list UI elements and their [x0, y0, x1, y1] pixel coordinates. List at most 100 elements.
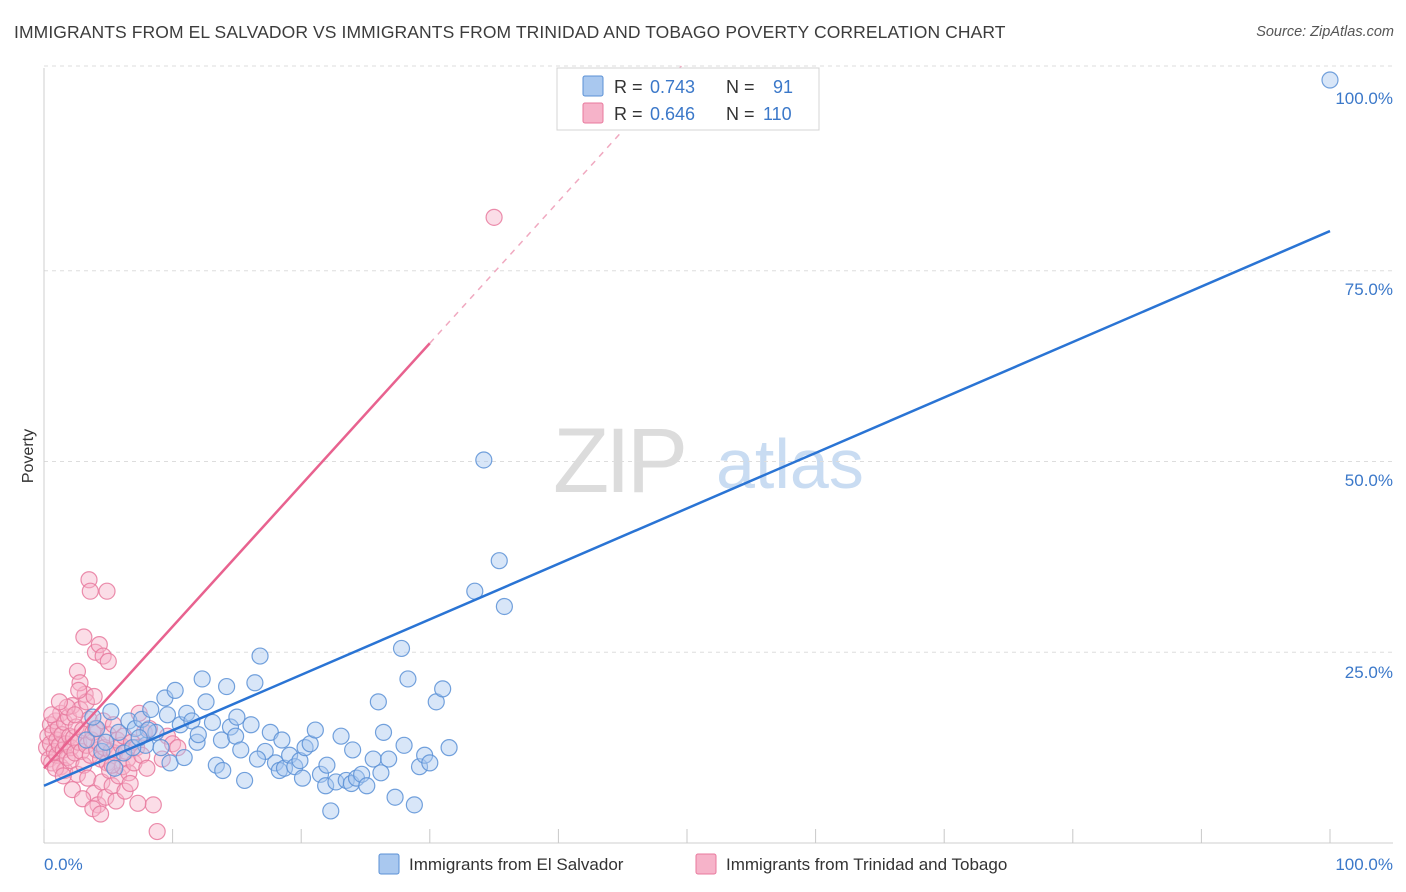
trend-line-el-salvador [43, 229, 1331, 787]
el-salvador-point-20 [193, 670, 211, 688]
el-salvador-point-78 [189, 726, 207, 744]
legend-r-value-2: 0.646 [650, 104, 695, 124]
legend-bottom-swatch-blue [378, 853, 400, 875]
trinidad-point-100 [73, 790, 92, 808]
legend-bottom: Immigrants from El Salvador Immigrants f… [378, 853, 1007, 875]
trinidad-point-109 [85, 687, 103, 706]
trinidad-point-94 [485, 208, 503, 226]
el-salvador-point-12 [152, 739, 170, 757]
legend-n-label-2: N = [726, 104, 755, 124]
trinidad-point-84 [75, 628, 93, 646]
el-salvador-point-88 [84, 708, 102, 726]
legend-n-value-2: 110 [763, 104, 792, 124]
el-salvador-point-25 [218, 677, 236, 696]
el-salvador-point-69 [475, 451, 493, 469]
trinidad-point-38 [79, 769, 97, 787]
el-salvador-point-83 [293, 769, 312, 787]
legend-top: R = 0.743 N = 91 R = 0.646 N = 110 [556, 67, 820, 131]
el-salvador-point-43 [306, 721, 324, 739]
trinidad-point-91 [98, 582, 116, 600]
el-salvador-point-32 [251, 647, 269, 665]
el-salvador-point-45 [317, 777, 335, 795]
trend-lines [43, 65, 1331, 787]
x-tick-label-1: 100.0% [1335, 855, 1393, 874]
trinidad-point-104 [121, 774, 139, 793]
el-salvador-point-60 [399, 670, 417, 688]
el-salvador-point-2 [93, 742, 111, 761]
y-tick-label-3: 100.0% [1335, 89, 1393, 108]
trend-line-trinidad [43, 342, 431, 770]
el-salvador-point-71 [495, 597, 513, 616]
legend-bottom-swatch-pink [695, 853, 717, 875]
el-salvador-point-56 [374, 723, 393, 741]
legend-r-label-1: R = [614, 77, 643, 97]
trinidad-point-105 [129, 794, 147, 812]
trinidad-point-78 [144, 796, 162, 814]
el-salvador-point-48 [332, 727, 350, 745]
el-salvador-point-29 [236, 771, 254, 790]
series-el-salvador-points [77, 71, 1339, 820]
trinidad-point-102 [91, 805, 110, 823]
chart-title: IMMIGRANTS FROM EL SALVADOR VS IMMIGRANT… [14, 22, 1006, 42]
el-salvador-point-40 [291, 751, 309, 770]
y-axis-label: Poverty [20, 429, 37, 483]
el-salvador-point-89 [106, 759, 124, 777]
trinidad-point-76 [138, 759, 156, 777]
el-salvador-point-4 [109, 723, 128, 741]
el-salvador-point-82 [273, 731, 291, 749]
chart-source: Source: ZipAtlas.com [1256, 24, 1394, 40]
el-salvador-point-66 [434, 680, 452, 698]
el-salvador-point-28 [232, 741, 250, 759]
el-salvador-point-64 [421, 754, 439, 772]
trinidad-point-108 [70, 681, 88, 700]
el-salvador-point-58 [386, 788, 404, 806]
el-salvador-point-86 [372, 764, 390, 782]
trinidad-point-79 [148, 822, 166, 841]
el-salvador-point-10 [142, 700, 160, 719]
y-tick-label-0: 25.0% [1345, 663, 1393, 682]
tick-labels: 25.0% 50.0% 75.0% 100.0% 0.0% 100.0% [44, 89, 1393, 874]
trinidad-point-83 [169, 739, 187, 757]
trinidad-point-96 [66, 706, 84, 724]
grid-lines [44, 65, 1393, 653]
el-salvador-point-3 [102, 703, 120, 721]
el-salvador-point-31 [246, 674, 264, 692]
el-salvador-point-53 [358, 777, 376, 795]
el-salvador-point-87 [395, 736, 413, 754]
legend-r-value-1: 0.743 [650, 77, 695, 97]
el-salvador-point-81 [248, 750, 267, 768]
el-salvador-point-26 [221, 718, 240, 736]
el-salvador-point-72 [1321, 71, 1339, 89]
legend-bottom-label-blue: Immigrants from El Salvador [409, 855, 624, 874]
trend-extension-trinidad [429, 65, 682, 344]
el-salvador-point-79 [214, 761, 232, 780]
trinidad-point-89 [99, 652, 117, 671]
el-salvador-point-67 [440, 739, 458, 757]
el-salvador-point-57 [380, 750, 398, 768]
y-tick-label-2: 75.0% [1345, 280, 1393, 299]
legend-swatch-blue [582, 75, 604, 97]
el-salvador-point-21 [197, 693, 215, 711]
el-salvador-point-77 [175, 748, 193, 767]
el-salvador-point-70 [490, 552, 508, 570]
el-salvador-point-46 [322, 802, 340, 820]
y-tick-label-1: 50.0% [1345, 471, 1393, 490]
el-salvador-point-0 [77, 731, 96, 749]
el-salvador-point-55 [369, 693, 387, 711]
x-tick-label-0: 0.0% [44, 855, 83, 874]
el-salvador-point-59 [392, 639, 411, 658]
legend-bottom-label-pink: Immigrants from Trinidad and Tobago [726, 855, 1007, 874]
legend-r-label-2: R = [614, 104, 643, 124]
el-salvador-point-76 [158, 706, 177, 724]
el-salvador-point-15 [166, 681, 184, 700]
trinidad-point-107 [50, 693, 69, 711]
el-salvador-point-30 [242, 716, 260, 734]
legend-n-value-1: 91 [773, 77, 793, 97]
legend-n-label-1: N = [726, 77, 755, 97]
trinidad-point-106 [43, 706, 61, 724]
trinidad-point-90 [81, 582, 99, 600]
legend-swatch-pink [582, 102, 604, 124]
el-salvador-point-7 [126, 719, 144, 738]
el-salvador-point-80 [228, 708, 246, 726]
